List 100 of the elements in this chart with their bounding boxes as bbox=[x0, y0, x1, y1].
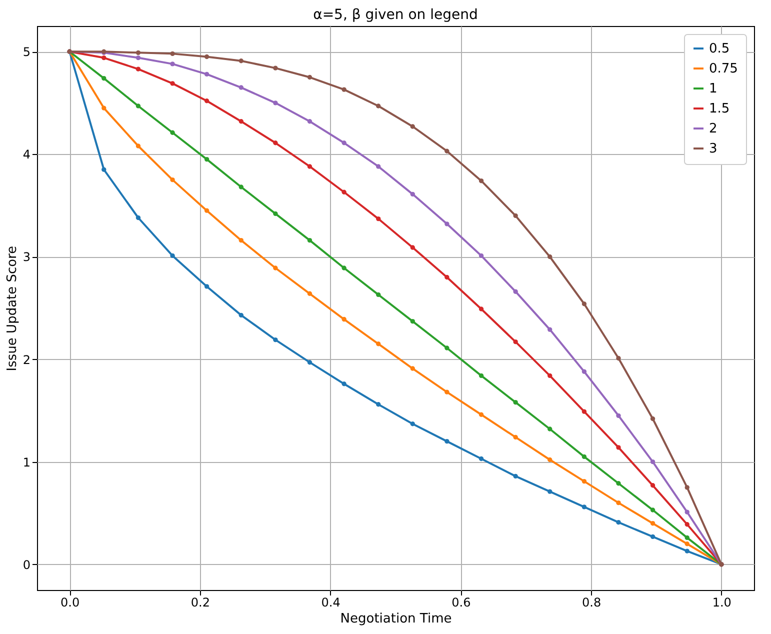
point bbox=[410, 318, 415, 324]
point bbox=[616, 481, 621, 486]
point bbox=[136, 215, 141, 220]
y-tick-label: 3 bbox=[22, 250, 30, 264]
point bbox=[204, 208, 210, 213]
point bbox=[238, 312, 244, 318]
point bbox=[444, 390, 450, 394]
point bbox=[650, 483, 656, 488]
point bbox=[102, 55, 106, 60]
point bbox=[376, 164, 381, 169]
point bbox=[342, 266, 346, 270]
x-tick-label: 0.8 bbox=[582, 596, 602, 610]
legend-label: 3 bbox=[709, 142, 718, 156]
point bbox=[582, 369, 587, 374]
point bbox=[548, 254, 552, 260]
point bbox=[376, 402, 381, 407]
point bbox=[548, 457, 552, 462]
point bbox=[478, 456, 484, 462]
point bbox=[513, 289, 518, 294]
point bbox=[170, 81, 175, 86]
point bbox=[307, 74, 312, 80]
point bbox=[410, 366, 415, 371]
point bbox=[548, 373, 552, 378]
point bbox=[342, 382, 346, 386]
point bbox=[307, 360, 312, 365]
point bbox=[684, 510, 690, 514]
point bbox=[410, 192, 415, 197]
point bbox=[376, 342, 381, 346]
point bbox=[136, 144, 141, 148]
legend-label: 2 bbox=[709, 122, 718, 136]
point bbox=[582, 504, 587, 510]
point bbox=[204, 98, 210, 104]
point bbox=[582, 302, 587, 306]
point bbox=[273, 140, 278, 146]
point bbox=[273, 337, 278, 342]
point bbox=[684, 485, 690, 490]
point bbox=[650, 521, 656, 526]
point bbox=[136, 55, 141, 60]
point bbox=[136, 50, 141, 55]
point bbox=[478, 412, 484, 417]
point bbox=[170, 62, 175, 66]
point bbox=[342, 190, 346, 194]
point bbox=[204, 156, 210, 162]
point bbox=[410, 422, 415, 426]
y-tick-label: 0 bbox=[22, 558, 30, 572]
point bbox=[650, 416, 656, 422]
point bbox=[376, 216, 381, 222]
point bbox=[342, 316, 346, 322]
y-axis-title: Issue Update Score bbox=[4, 246, 20, 372]
point bbox=[410, 124, 415, 129]
y-tick-label: 5 bbox=[22, 45, 30, 60]
point bbox=[307, 164, 312, 169]
point bbox=[582, 478, 587, 484]
point bbox=[307, 238, 312, 243]
point bbox=[307, 291, 312, 296]
point bbox=[170, 253, 175, 258]
point bbox=[238, 184, 244, 190]
point bbox=[204, 54, 210, 60]
point bbox=[684, 535, 690, 540]
point bbox=[102, 106, 106, 110]
point bbox=[650, 508, 656, 512]
y-tick-label: 4 bbox=[22, 148, 30, 162]
point bbox=[238, 58, 244, 64]
point bbox=[102, 76, 106, 81]
point bbox=[376, 292, 381, 298]
point bbox=[582, 454, 587, 460]
x-tick-label: 0.4 bbox=[321, 596, 340, 610]
point bbox=[410, 245, 415, 250]
point bbox=[513, 400, 518, 405]
point bbox=[616, 500, 621, 506]
legend-label: 1 bbox=[709, 82, 718, 96]
point bbox=[444, 438, 450, 444]
point bbox=[204, 284, 210, 289]
point bbox=[513, 474, 518, 479]
point bbox=[238, 238, 244, 243]
point bbox=[478, 178, 484, 184]
point bbox=[478, 253, 484, 258]
y-tick-label: 2 bbox=[22, 352, 30, 367]
legend-label: 0.5 bbox=[709, 42, 730, 56]
chart-title: α=5, β given on legend bbox=[313, 7, 478, 23]
point bbox=[444, 222, 450, 226]
point bbox=[376, 104, 381, 108]
point bbox=[616, 445, 621, 450]
point bbox=[616, 356, 621, 361]
legend-label: 0.75 bbox=[709, 62, 738, 76]
x-axis-title: Negotiation Time bbox=[340, 612, 452, 626]
point bbox=[684, 542, 690, 546]
legend-label: 1.5 bbox=[709, 102, 730, 116]
point bbox=[650, 459, 656, 464]
x-tick-label: 0.2 bbox=[190, 596, 210, 610]
y-tick-label: 1 bbox=[22, 455, 30, 470]
point bbox=[478, 373, 484, 378]
point bbox=[136, 66, 141, 72]
point bbox=[307, 119, 312, 124]
point bbox=[170, 51, 175, 56]
point bbox=[684, 522, 690, 527]
point bbox=[136, 104, 141, 108]
point bbox=[273, 266, 278, 270]
point bbox=[616, 413, 621, 418]
x-tick-label: 1.0 bbox=[712, 596, 732, 610]
